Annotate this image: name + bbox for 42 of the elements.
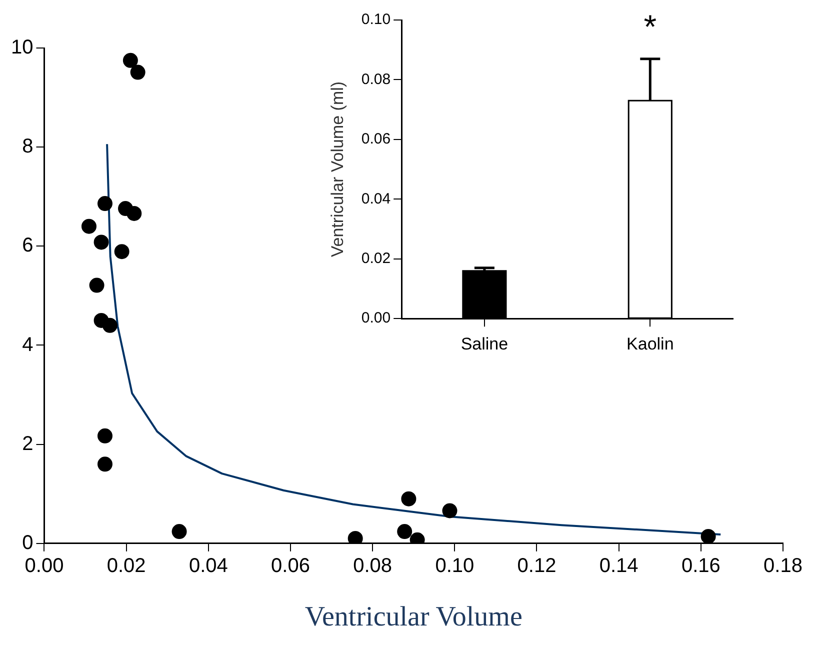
point (348, 530, 363, 544)
y-tick-label: 8 (22, 136, 34, 158)
point (442, 503, 458, 518)
x-tick-label: 0.04 (188, 554, 228, 577)
y-tick-label: 0.00 (361, 310, 391, 327)
point (130, 64, 146, 80)
point (97, 456, 112, 472)
y-tick-label: 10 (10, 36, 34, 59)
y-tick-label: 0.08 (361, 70, 391, 88)
x-tick-label: 0.02 (106, 554, 146, 577)
point (97, 428, 112, 444)
point (126, 206, 142, 221)
point (94, 234, 109, 250)
point (401, 491, 416, 506)
point (97, 196, 112, 212)
x-tick-label: 0.14 (599, 554, 638, 577)
y-tick-label: 6 (22, 234, 34, 257)
y-tick-label: 2 (22, 432, 34, 455)
x-tick-label: Kaolin (626, 334, 674, 354)
x-tick-label: 0.12 (517, 554, 556, 577)
y-tick-label: 4 (22, 334, 34, 356)
y-axis-title: Ventricular Volume (ml) (328, 81, 347, 258)
y-tick-label: 0 (22, 532, 34, 554)
y-tick-label: 0.02 (361, 250, 391, 268)
x-tick-label: 0.06 (271, 554, 310, 577)
point (114, 244, 130, 260)
point (700, 528, 716, 544)
x-tick-label: 0.18 (764, 554, 802, 577)
point (89, 278, 104, 293)
x-axis-title: Ventricular Volume (304, 602, 522, 633)
point (102, 318, 118, 333)
x-tick-label: 0.10 (435, 554, 474, 577)
x-tick-label: Saline (460, 334, 508, 354)
y-tick-label: 0.06 (361, 130, 391, 148)
point (122, 52, 138, 68)
point (397, 524, 412, 540)
y-tick-label: 0.10 (361, 11, 391, 28)
point (172, 524, 187, 540)
y-tick-label: 0.04 (361, 190, 391, 208)
annotation: * (644, 8, 657, 45)
point (81, 218, 96, 234)
x-tick-label: 0.16 (681, 554, 720, 577)
